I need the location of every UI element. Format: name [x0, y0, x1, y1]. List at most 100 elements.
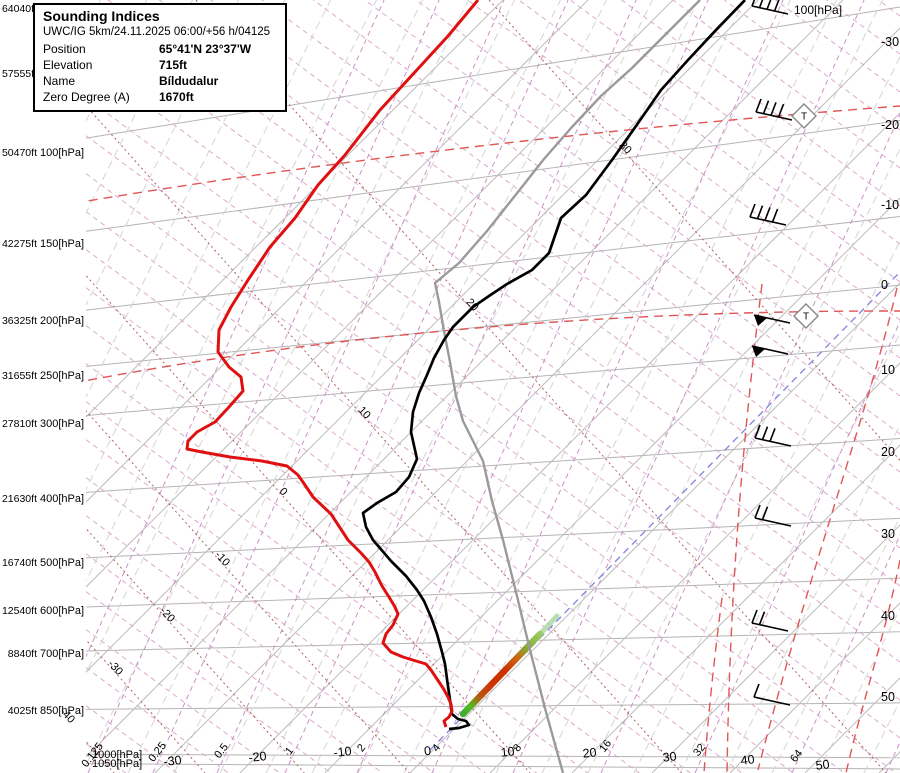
pressure-label: 250[hPa]	[40, 370, 84, 382]
temp-axis-label: -10	[333, 744, 352, 760]
parcel-ascent-curve	[433, 0, 701, 773]
mixing-ratio-label: 16	[597, 738, 614, 755]
pressure-line	[86, 6, 900, 139]
isotherm-line	[804, 677, 900, 773]
temp-axis-label: 40	[740, 752, 755, 767]
adiabat-grid-line	[209, 0, 900, 511]
isotherm-line	[651, 524, 900, 773]
adiabat-grid-line	[86, 287, 743, 773]
altitude-label: 27810ft	[2, 418, 37, 430]
pressure-line	[86, 577, 900, 608]
isotherm-line	[154, 27, 900, 773]
adiabat-grid-line	[86, 249, 795, 773]
pennant-flag	[754, 315, 767, 326]
moist-adiabat-line	[633, 239, 900, 773]
mixing-ratio-line	[885, 740, 900, 773]
pressure-line	[86, 753, 900, 759]
tropopause-letter: T	[801, 112, 807, 123]
adiabat-grid-line	[86, 59, 900, 663]
info-row-name: Name Bíldudalur	[43, 73, 277, 89]
pressure-line	[86, 120, 900, 232]
info-value: 1670ft	[159, 90, 194, 104]
altitude-label: 12540ft	[2, 605, 37, 617]
altitude-label: 16740ft	[2, 557, 37, 569]
pressure-line	[86, 284, 900, 367]
isotherm-line	[239, 112, 900, 773]
pressure-label: 600[hPa]	[40, 605, 84, 617]
red-dashed-curve	[703, 597, 723, 773]
mixing-ratio-line	[431, 0, 784, 773]
mixing-ratio-line	[600, 113, 900, 773]
moist-adiabat-line	[541, 55, 900, 773]
altitude-label: 42275ft	[2, 238, 37, 250]
temp-axis-label-right: 40	[881, 609, 895, 623]
info-row-zero-degree: Zero Degree (A) 1670ft	[43, 89, 277, 105]
moist-adiabat-line	[449, 0, 837, 773]
adiabat-grid-line	[261, 0, 900, 473]
moist-adiabat-line	[86, 0, 193, 215]
temp-axis-label: -20	[248, 749, 267, 765]
adiabat-grid-line	[86, 21, 900, 625]
dewpoint-curve	[185, 0, 480, 728]
temp-axis-label-right: 0	[881, 278, 888, 292]
pressure-label-top-right: 100[hPa]	[794, 3, 842, 17]
mixing-ratio-line	[216, 0, 569, 773]
temp-axis-label-right: -30	[881, 35, 899, 49]
info-label: Elevation	[43, 58, 93, 72]
moist-adiabat-line	[679, 331, 900, 773]
altitude-label: 4025ft	[8, 705, 37, 717]
mixing-ratio-label: 64	[788, 748, 805, 765]
wind-barb	[753, 314, 791, 326]
info-value: 715ft	[159, 58, 188, 72]
pressure-line	[86, 702, 900, 710]
isotherm-line	[729, 602, 900, 773]
moist-adiabat-line	[86, 0, 423, 675]
adiabat-grid-line	[86, 325, 692, 773]
info-row-elevation: Elevation 715ft	[43, 57, 277, 73]
temp-axis-label-right: 50	[881, 690, 895, 704]
pressure-label: 200[hPa]	[40, 315, 84, 327]
info-label: Name	[43, 74, 76, 88]
mixing-ratio-line	[512, 0, 865, 773]
altitude-label: 50470ft	[2, 147, 37, 159]
red-dashed-curve	[726, 283, 763, 773]
pressure-line	[86, 517, 900, 559]
wind-barb	[753, 683, 791, 706]
tropopause-marker	[791, 103, 817, 129]
mixing-ratio-line	[694, 320, 900, 773]
pressure-line	[86, 344, 900, 417]
altitude-label: 57555ft	[2, 68, 37, 80]
mixing-ratio-line	[86, 0, 385, 658]
adiabat-grid-line	[86, 439, 538, 773]
mixing-ratio-line	[152, 0, 505, 773]
temp-axis-label: 10	[500, 744, 515, 759]
adiabat-grid-line	[312, 0, 900, 435]
wind-barb	[751, 345, 789, 357]
temperature-curve	[361, 0, 746, 731]
altitude-label: 31655ft	[2, 370, 37, 382]
moist-adiabat-line	[771, 515, 900, 773]
info-label: Zero Degree (A)	[43, 90, 130, 104]
altitude-label: 36325ft	[2, 315, 37, 327]
lifted-layer-gradient-segment	[459, 630, 544, 718]
temp-axis-label-right: 20	[881, 445, 895, 459]
adiabat-grid-line	[86, 97, 900, 701]
moist-adiabat-line	[357, 0, 745, 773]
moist-adiabat-line	[587, 147, 900, 773]
adiabat-grid-line	[86, 629, 281, 773]
info-label: Position	[43, 42, 86, 56]
moist-adiabat-line	[86, 0, 469, 767]
adiabat-grid-line	[86, 211, 846, 773]
altitude-label: 64040ft	[2, 3, 37, 15]
moist-adiabat-line	[86, 0, 377, 583]
wind-barb	[749, 203, 787, 226]
pressure-line	[86, 216, 900, 311]
temp-axis-label: 0	[423, 744, 431, 759]
info-value: Bíldudalur	[159, 74, 219, 88]
pressure-label: 100[hPa]	[40, 147, 84, 159]
red-dashed-line	[86, 310, 900, 382]
isotherm-line	[571, 444, 900, 773]
pressure-label: 1000[hPa]	[92, 749, 142, 761]
pressure-label: 1050[hPa]	[92, 758, 142, 770]
